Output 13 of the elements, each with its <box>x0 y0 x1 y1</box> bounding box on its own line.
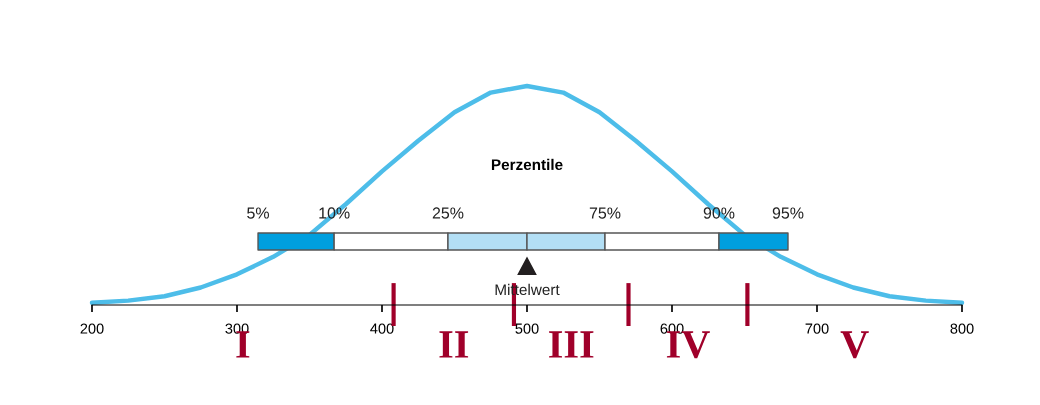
annotation: 75% <box>589 207 621 219</box>
text: III <box>549 331 594 358</box>
annotation: 95% <box>772 207 804 219</box>
annotation: 5% <box>247 207 269 219</box>
x-tick-label: 200 <box>80 323 104 334</box>
text: V <box>840 331 869 359</box>
x-tick-label: 500 <box>515 323 539 334</box>
x-tick-label: 700 <box>805 323 829 334</box>
annotation: 25% <box>432 207 464 219</box>
x-tick-label: 800 <box>950 323 974 334</box>
x-tick-label: 400 <box>370 323 394 334</box>
text: II <box>439 331 469 358</box>
text: Perzentile <box>491 158 563 171</box>
